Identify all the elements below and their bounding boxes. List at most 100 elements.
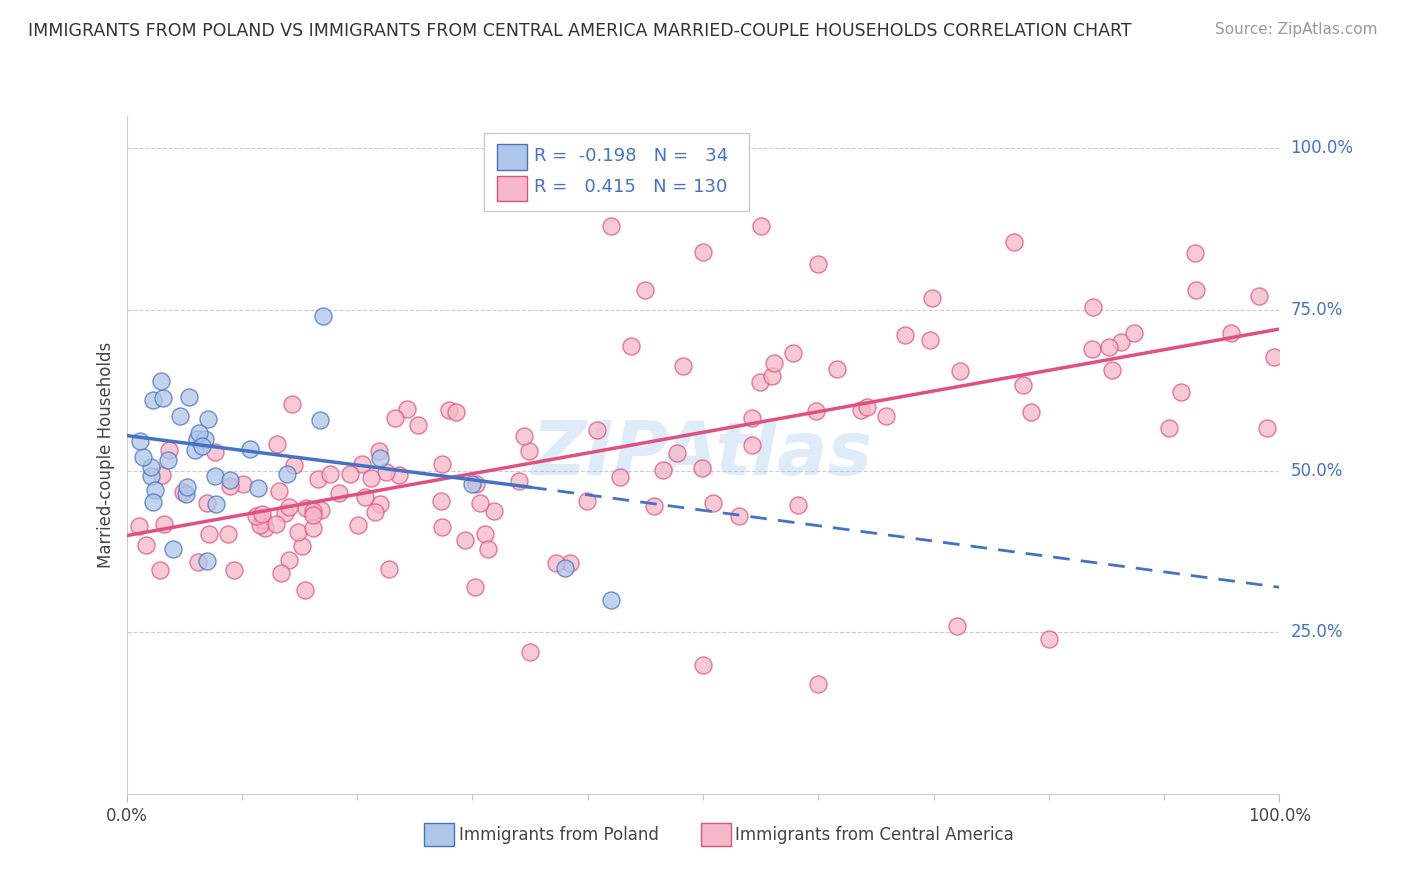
Point (1263, 350, 1285, 364)
Point (748, 375, 770, 389)
Point (204, 469, 226, 483)
Point (187, 425, 209, 440)
Point (368, 451, 391, 466)
FancyBboxPatch shape (700, 823, 731, 847)
Point (128, 434, 150, 448)
Point (804, 404, 827, 418)
Point (918, 333, 941, 347)
Point (1002, 235, 1025, 250)
Point (672, 359, 695, 373)
Text: R =   0.415   N = 130: R = 0.415 N = 130 (533, 178, 727, 196)
Point (254, 521, 277, 535)
Point (197, 411, 219, 425)
Point (432, 519, 454, 533)
Point (470, 496, 492, 510)
Point (1101, 363, 1123, 377)
Point (142, 392, 165, 407)
Point (195, 554, 218, 568)
Point (692, 461, 714, 475)
Point (162, 541, 184, 556)
Point (761, 368, 783, 383)
Point (198, 527, 221, 541)
Point (378, 562, 401, 576)
Text: 50.0%: 50.0% (1291, 462, 1343, 480)
Point (278, 553, 301, 567)
Point (205, 497, 228, 511)
Point (609, 470, 631, 484)
Point (318, 467, 340, 482)
Point (599, 593, 621, 607)
Text: 25.0%: 25.0% (1291, 624, 1343, 641)
Point (245, 508, 267, 523)
Point (1185, 283, 1208, 297)
Point (782, 345, 804, 359)
Text: R =  -0.198   N =   34: R = -0.198 N = 34 (533, 147, 728, 165)
Point (849, 403, 872, 417)
Point (195, 495, 218, 509)
Point (702, 496, 724, 510)
FancyBboxPatch shape (484, 133, 749, 211)
Point (150, 468, 173, 483)
Point (184, 443, 207, 458)
FancyBboxPatch shape (425, 823, 454, 847)
Text: 100.0%: 100.0% (1291, 139, 1354, 157)
Point (169, 409, 191, 423)
Point (474, 527, 496, 541)
Point (374, 465, 396, 479)
Point (294, 582, 316, 597)
Point (149, 563, 172, 577)
Point (741, 437, 763, 451)
Point (278, 500, 301, 514)
Point (692, 657, 714, 672)
Text: Immigrants from Central America: Immigrants from Central America (735, 826, 1014, 844)
Point (875, 409, 897, 423)
Point (807, 257, 830, 271)
Text: Source: ZipAtlas.com: Source: ZipAtlas.com (1215, 22, 1378, 37)
Point (302, 508, 325, 523)
Point (302, 504, 325, 518)
Point (406, 417, 429, 432)
Point (807, 677, 830, 691)
Point (139, 460, 162, 475)
Text: ZIPAtlas: ZIPAtlas (533, 418, 873, 491)
Point (302, 521, 325, 535)
Point (384, 411, 406, 425)
Point (232, 477, 254, 491)
Point (1159, 421, 1181, 435)
Point (454, 533, 477, 547)
Point (1123, 326, 1146, 340)
Point (311, 503, 333, 517)
Point (1109, 335, 1132, 350)
Point (444, 404, 467, 418)
Point (519, 645, 541, 659)
Point (554, 561, 576, 575)
Point (749, 219, 772, 233)
Point (224, 563, 246, 577)
Point (508, 474, 530, 488)
Point (179, 390, 201, 404)
Point (1097, 340, 1119, 354)
Point (1083, 300, 1105, 314)
Point (576, 494, 599, 508)
Point (513, 428, 536, 442)
Point (1021, 405, 1043, 419)
Point (367, 444, 389, 458)
Point (139, 468, 162, 483)
Point (763, 355, 786, 369)
Text: 75.0%: 75.0% (1291, 301, 1343, 318)
Point (1220, 326, 1243, 340)
Point (786, 498, 808, 512)
Point (665, 446, 688, 460)
Point (264, 517, 287, 532)
Point (921, 291, 943, 305)
Point (328, 485, 350, 500)
Point (439, 403, 461, 417)
Point (270, 566, 292, 581)
Point (350, 457, 373, 471)
Point (128, 519, 150, 533)
Point (204, 445, 226, 459)
Point (360, 471, 382, 485)
Point (142, 495, 165, 509)
Point (395, 401, 418, 416)
Point (692, 244, 714, 259)
